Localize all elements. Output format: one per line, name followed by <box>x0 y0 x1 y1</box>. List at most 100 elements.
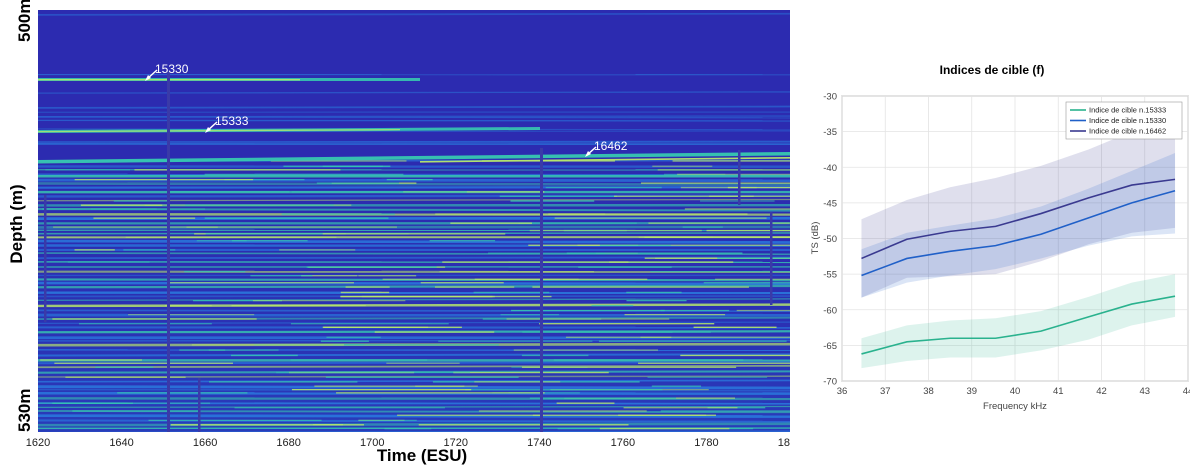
ping-gap <box>198 378 201 432</box>
echogram-layer <box>72 410 199 412</box>
echogram-layer <box>325 376 519 378</box>
ping-gap <box>540 148 543 432</box>
echogram-layer <box>38 364 790 369</box>
echogram-layer <box>204 173 404 176</box>
echogram-x-tick: 1680 <box>276 437 300 449</box>
echogram-layer <box>652 165 713 167</box>
echogram-layer <box>429 240 496 242</box>
echogram-layer <box>38 182 790 186</box>
echogram-layer <box>38 143 790 146</box>
echogram-layer <box>638 236 713 238</box>
ping-gap <box>738 150 741 205</box>
echogram-layer <box>397 414 544 416</box>
echogram-layer <box>306 266 437 268</box>
echogram-layer <box>38 175 790 178</box>
echogram-layer <box>709 195 754 197</box>
echogram-layer <box>323 326 429 328</box>
legend-entry-label: Indice de cible n.16462 <box>1089 127 1166 136</box>
echogram-layer <box>167 282 354 284</box>
x-axis-label: Frequency kHz <box>983 401 1047 412</box>
echogram-layer <box>234 407 445 409</box>
echogram-layer <box>208 349 279 351</box>
y-tick-label: -50 <box>823 234 837 245</box>
x-tick-label: 41 <box>1053 386 1064 397</box>
echogram-layer <box>332 344 499 346</box>
echogram-layer <box>38 248 790 251</box>
y-axis-label: TS (dB) <box>810 222 821 255</box>
echogram-layer <box>386 178 433 181</box>
echogram-layer <box>65 376 186 378</box>
echogram-layer <box>700 200 775 202</box>
echogram-layer <box>473 291 550 294</box>
confidence-bands <box>861 113 1176 369</box>
echogram-y-axis-label: Depth (m) <box>7 184 26 263</box>
echogram-x-ticks: 1620 1640 1660 1680 1700 1720 1740 1760 1780 1800 <box>26 437 790 449</box>
echogram-layer <box>506 318 670 320</box>
echogram-layer <box>290 359 428 361</box>
echogram-layer <box>599 427 730 430</box>
echogram-layer <box>384 432 488 433</box>
echogram-layer <box>638 362 790 364</box>
echogram-layer <box>38 410 790 414</box>
echogram-layer <box>185 204 334 206</box>
echogram-layer <box>38 430 790 432</box>
echogram-layer <box>624 313 726 316</box>
echogram-layer <box>191 344 344 346</box>
echogram-layer <box>626 299 687 302</box>
echogram-x-tick: 1700 <box>360 437 384 449</box>
echogram-layer <box>52 318 257 320</box>
confidence-band-indice-de-cible-n-16462 <box>861 113 1176 298</box>
echogram-layer <box>38 12 790 16</box>
echogram-layer <box>386 362 460 364</box>
echogram-layer <box>499 195 617 197</box>
y-tick-label: -40 <box>823 163 837 174</box>
series-lines <box>861 178 1176 355</box>
echogram-layer <box>78 323 212 325</box>
echogram-layer <box>626 291 682 294</box>
x-tick-labels: 36 37 38 39 40 41 42 43 44 <box>837 386 1190 397</box>
echogram-layer <box>38 291 790 295</box>
echogram-layer <box>598 340 787 342</box>
echogram-x-tick: 1780 <box>694 437 718 449</box>
echogram-layer <box>640 182 790 184</box>
x-tick-label: 37 <box>880 386 891 397</box>
echogram-layer <box>358 275 417 277</box>
echogram-layer <box>184 270 246 273</box>
echogram-layer <box>521 354 589 357</box>
target-annotation-15333: 15333 <box>205 114 249 133</box>
echogram-layer <box>291 388 472 391</box>
echogram-layer <box>420 157 790 163</box>
echogram-layer <box>67 261 150 263</box>
echogram-layer <box>340 291 390 294</box>
echogram-layer <box>80 204 163 206</box>
echogram-layer <box>578 266 672 268</box>
echogram-layer <box>170 424 344 426</box>
echogram-layer <box>179 349 226 351</box>
echogram-layer <box>478 410 647 412</box>
x-tick-label: 39 <box>966 386 977 397</box>
echogram-layer <box>657 169 790 171</box>
echogram-layer <box>38 141 790 144</box>
echogram-layer <box>651 385 702 387</box>
echogram-layer <box>693 326 777 328</box>
echogram-layer <box>38 73 790 76</box>
ping-gap <box>44 195 47 322</box>
echogram-layer <box>169 191 290 193</box>
echogram-layer <box>465 388 663 391</box>
echogram-layer <box>322 165 391 167</box>
echogram-layer <box>42 208 157 210</box>
echogram-layer <box>545 186 662 189</box>
echogram-layer <box>532 414 707 416</box>
depth-top-label: 500m <box>15 0 34 42</box>
echogram-x-tick: 1640 <box>109 437 133 449</box>
echogram-layer <box>660 410 790 412</box>
echogram-layer <box>38 116 790 119</box>
echogram-layer <box>38 111 790 113</box>
ping-gap <box>167 72 170 432</box>
echogram-layer <box>40 359 143 361</box>
echogram-layer <box>548 213 748 215</box>
echogram-layer <box>38 119 790 122</box>
x-tick-label: 38 <box>923 386 934 397</box>
echogram-layer <box>250 275 313 277</box>
annotation-label: 16462 <box>594 139 628 153</box>
